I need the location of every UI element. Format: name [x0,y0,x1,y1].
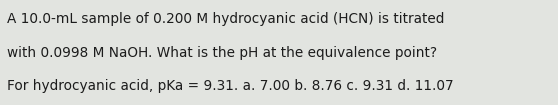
Text: For hydrocyanic acid, pKa = 9.31. a. 7.00 b. 8.76 c. 9.31 d. 11.07: For hydrocyanic acid, pKa = 9.31. a. 7.0… [7,79,453,93]
Text: A 10.0-mL sample of 0.200 M hydrocyanic acid (HCN) is titrated: A 10.0-mL sample of 0.200 M hydrocyanic … [7,12,444,26]
Text: with 0.0998 M NaOH. What is the pH at the equivalence point?: with 0.0998 M NaOH. What is the pH at th… [7,45,437,60]
